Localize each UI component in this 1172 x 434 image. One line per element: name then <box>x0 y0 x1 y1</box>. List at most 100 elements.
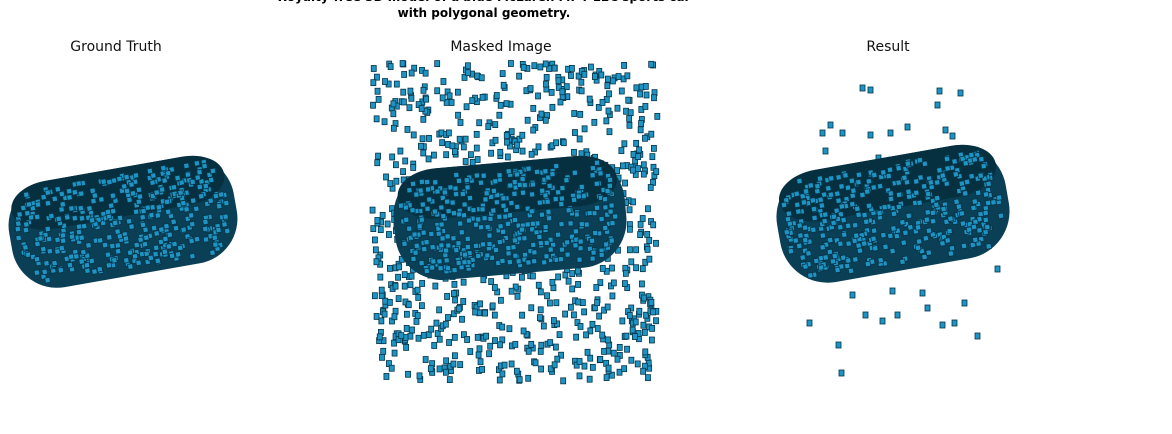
voxel <box>865 177 873 185</box>
voxel <box>835 197 842 205</box>
voxel <box>643 91 650 99</box>
voxel <box>584 348 591 356</box>
voxel <box>571 169 578 176</box>
voxel <box>603 241 610 248</box>
voxel <box>460 143 467 151</box>
voxel <box>796 222 804 229</box>
voxel <box>604 75 611 83</box>
voxel <box>527 85 534 92</box>
voxel <box>400 168 406 176</box>
voxel <box>492 246 500 254</box>
voxel <box>914 224 922 231</box>
voxel <box>155 204 163 211</box>
voxel <box>628 304 635 312</box>
voxel <box>553 299 560 307</box>
voxel <box>575 72 582 80</box>
voxel <box>839 254 847 262</box>
voxel <box>929 209 937 217</box>
voxel <box>865 202 873 210</box>
voxel <box>822 254 830 261</box>
voxel <box>559 184 566 192</box>
voxel <box>650 308 656 316</box>
voxel <box>605 364 612 372</box>
voxel <box>830 219 837 227</box>
voxel <box>933 179 941 186</box>
voxel <box>616 344 623 351</box>
voxel <box>610 279 617 287</box>
voxel <box>785 210 793 218</box>
voxel <box>877 256 885 264</box>
voxel <box>921 253 928 261</box>
voxel <box>555 84 562 91</box>
voxel <box>424 205 431 212</box>
voxel <box>77 190 85 198</box>
voxel <box>395 295 402 303</box>
voxel <box>844 222 852 230</box>
voxel <box>418 142 424 150</box>
voxel <box>817 196 825 204</box>
voxel <box>446 92 453 100</box>
voxel <box>450 235 457 242</box>
voxel <box>816 175 824 182</box>
voxel <box>464 336 471 343</box>
voxel <box>947 215 954 223</box>
voxel <box>537 314 543 322</box>
voxel <box>450 290 457 298</box>
voxel <box>870 235 877 243</box>
voxel <box>519 147 526 155</box>
voxel <box>983 223 991 231</box>
voxel <box>605 336 611 344</box>
voxel <box>630 151 637 158</box>
voxel <box>545 208 552 215</box>
voxel <box>915 238 923 245</box>
voxel <box>183 162 190 170</box>
voxel <box>555 273 562 281</box>
voxel <box>985 180 992 188</box>
voxel <box>529 272 536 280</box>
voxel <box>633 84 640 92</box>
voxel <box>990 198 997 206</box>
voxel <box>420 149 427 157</box>
voxel <box>982 216 990 224</box>
voxel <box>407 87 414 95</box>
voxel <box>497 223 504 230</box>
voxel <box>558 195 566 202</box>
voxel <box>14 220 22 228</box>
voxel <box>621 365 628 373</box>
voxel <box>542 116 549 124</box>
voxel <box>971 198 979 205</box>
voxel <box>58 244 66 252</box>
voxel <box>451 333 458 341</box>
voxel <box>547 246 554 253</box>
voxel <box>957 89 964 97</box>
voxel <box>969 241 977 249</box>
voxel <box>15 234 22 242</box>
voxel <box>856 247 864 255</box>
voxel <box>806 272 814 279</box>
voxel <box>34 201 42 208</box>
voxel <box>916 156 924 164</box>
voxel <box>202 218 209 226</box>
voxel <box>419 302 425 310</box>
voxel <box>423 95 430 103</box>
voxel <box>424 186 432 193</box>
voxel <box>599 331 606 339</box>
voxel <box>505 250 512 257</box>
voxel <box>390 124 397 132</box>
voxel <box>537 306 544 314</box>
voxel <box>624 345 630 353</box>
voxel <box>475 216 482 223</box>
voxel <box>578 87 585 95</box>
voxel <box>553 139 560 147</box>
voxel <box>513 367 520 375</box>
voxel <box>575 193 582 200</box>
voxel <box>597 355 604 363</box>
voxel <box>646 237 653 244</box>
voxel <box>576 372 583 380</box>
voxel <box>85 242 92 249</box>
voxel <box>39 245 47 253</box>
voxel <box>75 223 83 231</box>
voxel <box>952 170 960 178</box>
voxel <box>917 174 924 181</box>
voxel <box>464 243 472 251</box>
